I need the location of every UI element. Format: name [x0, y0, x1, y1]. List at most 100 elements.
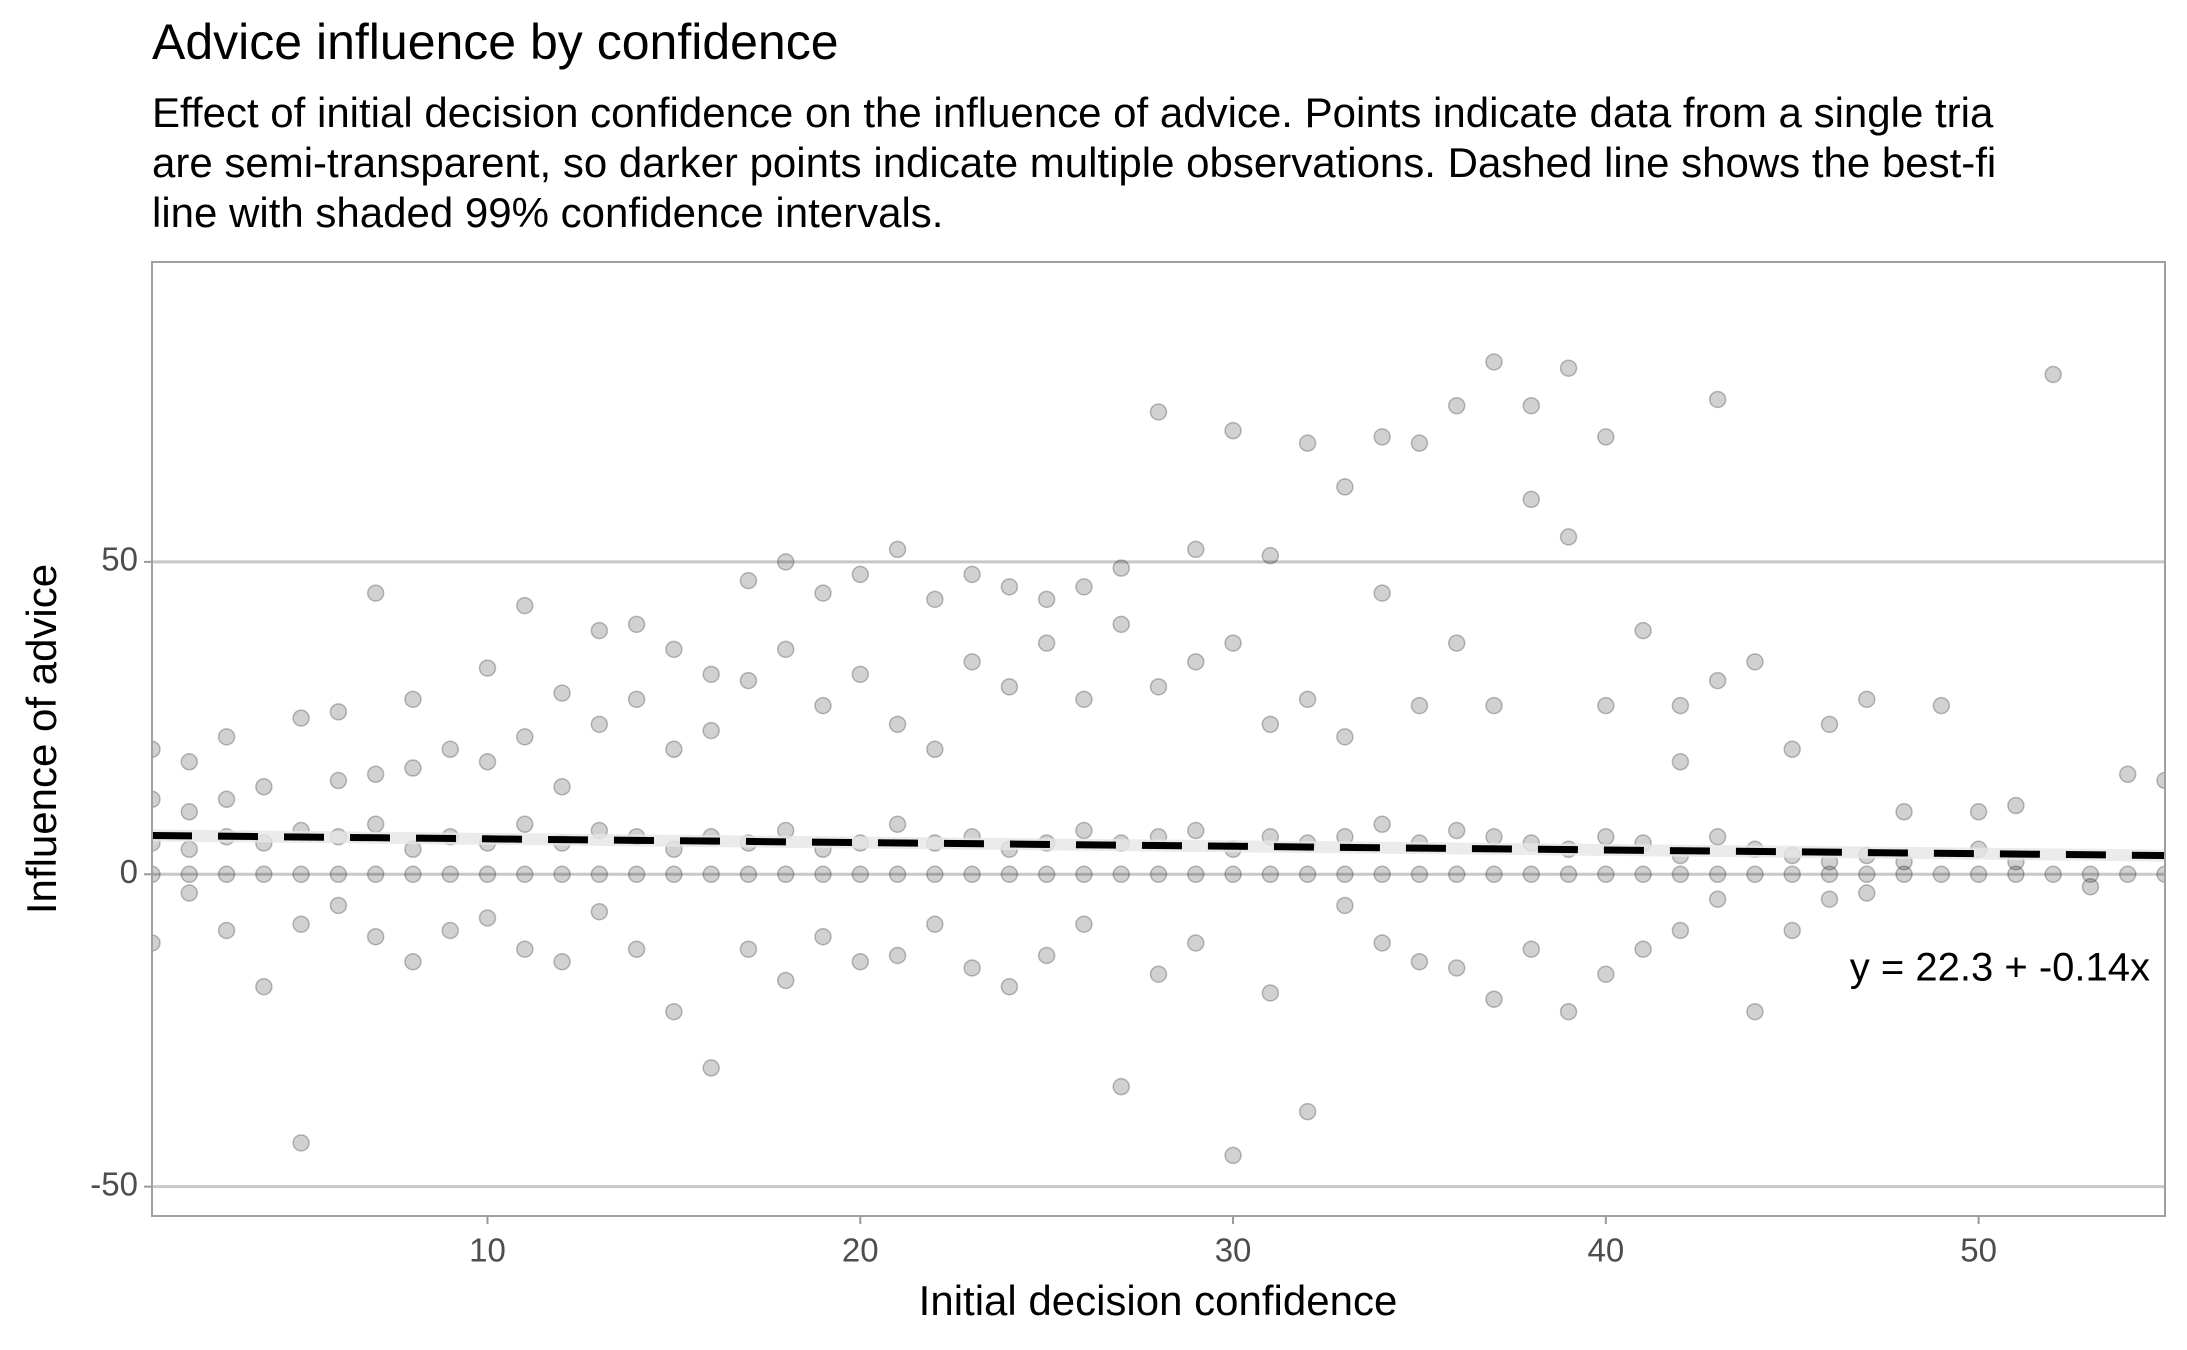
- point: [739, 865, 758, 884]
- point: [888, 946, 907, 965]
- point: [404, 759, 422, 777]
- point: [1410, 696, 1429, 715]
- point: [1708, 890, 1727, 908]
- point: [1224, 1146, 1242, 1165]
- point: [963, 959, 981, 977]
- point: [1075, 915, 1093, 933]
- point: [1037, 590, 1056, 609]
- point: [2156, 865, 2165, 884]
- x-tick-label: 30: [1215, 1232, 1252, 1269]
- point: [888, 540, 907, 559]
- point: [478, 865, 497, 884]
- point: [255, 977, 273, 996]
- point: [1000, 865, 1019, 884]
- point: [739, 671, 758, 690]
- point: [814, 927, 832, 946]
- subtitle-line: are semi-transparent, so darker points i…: [152, 139, 1996, 186]
- point: [180, 865, 199, 884]
- point: [1373, 584, 1391, 602]
- point: [1298, 434, 1317, 452]
- point: [627, 615, 646, 634]
- point: [1634, 865, 1652, 884]
- point: [1149, 965, 1168, 983]
- point: [404, 952, 422, 971]
- point: [1820, 865, 1839, 884]
- point: [1410, 952, 1429, 971]
- point: [1447, 821, 1466, 840]
- point: [1447, 959, 1466, 977]
- point: [590, 621, 609, 640]
- point: [2118, 865, 2137, 884]
- point: [1373, 934, 1391, 952]
- point: [1820, 890, 1839, 908]
- point: [1634, 940, 1652, 958]
- point: [1671, 865, 1690, 884]
- point: [888, 715, 907, 734]
- point: [963, 565, 981, 584]
- point: [478, 909, 497, 927]
- point: [1373, 865, 1391, 884]
- point: [1559, 865, 1578, 884]
- point: [702, 1059, 720, 1077]
- point: [627, 690, 646, 709]
- point: [329, 896, 348, 915]
- point: [776, 640, 795, 659]
- point: [1336, 865, 1354, 884]
- point: [152, 790, 161, 809]
- point: [2081, 865, 2100, 884]
- point: [1746, 1002, 1764, 1021]
- point: [1075, 821, 1093, 840]
- point: [2118, 765, 2137, 784]
- point: [1485, 865, 1503, 884]
- point: [2044, 865, 2062, 884]
- subtitle-line: Effect of initial decision confidence on…: [152, 89, 1994, 136]
- point: [1969, 803, 1988, 821]
- point: [366, 927, 385, 946]
- y-tick-label: 0: [120, 853, 138, 890]
- point: [590, 715, 609, 734]
- point: [1112, 559, 1130, 577]
- point: [627, 940, 646, 958]
- chart-title: Advice influence by confidence: [152, 14, 839, 70]
- point: [888, 865, 907, 884]
- point: [776, 971, 795, 990]
- point: [292, 709, 310, 727]
- point: [963, 865, 981, 884]
- point: [1447, 634, 1466, 652]
- point: [702, 721, 720, 740]
- point: [739, 940, 758, 958]
- point: [1671, 696, 1690, 715]
- point: [1597, 696, 1615, 715]
- x-tick-label: 50: [1960, 1232, 1997, 1269]
- point: [1485, 696, 1503, 715]
- point: [1559, 528, 1578, 546]
- point: [963, 653, 981, 671]
- point: [1597, 428, 1615, 446]
- point: [851, 565, 870, 584]
- point: [1224, 865, 1242, 884]
- point: [366, 765, 385, 784]
- point: [1336, 728, 1354, 746]
- point: [516, 940, 534, 958]
- point: [1597, 965, 1615, 983]
- point: [926, 915, 944, 933]
- point: [1075, 578, 1093, 596]
- point: [1261, 865, 1280, 884]
- point: [1485, 990, 1503, 1008]
- point: [217, 921, 236, 940]
- point: [180, 803, 199, 821]
- subtitle-line: line with shaded 99% confidence interval…: [152, 189, 943, 236]
- point: [553, 865, 571, 884]
- point: [1597, 865, 1615, 884]
- point: [366, 584, 385, 602]
- point: [776, 553, 795, 571]
- point: [1373, 428, 1391, 446]
- point: [665, 640, 683, 659]
- x-tick-label: 10: [469, 1232, 506, 1269]
- point: [1298, 865, 1317, 884]
- point: [1708, 828, 1727, 846]
- point: [217, 865, 236, 884]
- point: [1671, 921, 1690, 940]
- point: [1597, 828, 1615, 846]
- point: [2044, 365, 2062, 384]
